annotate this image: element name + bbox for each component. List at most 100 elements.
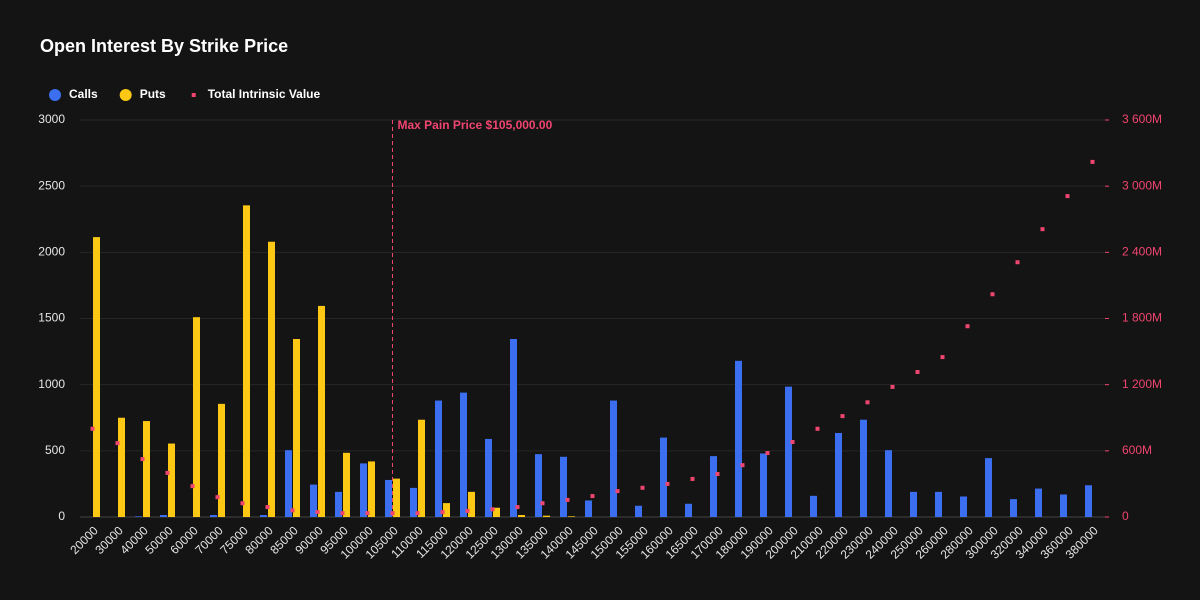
bar bbox=[1035, 488, 1042, 517]
bar bbox=[218, 403, 225, 517]
bar bbox=[735, 360, 742, 517]
chart-title: Open Interest By Strike Price bbox=[40, 36, 288, 56]
bar bbox=[135, 516, 142, 517]
bar bbox=[418, 419, 425, 517]
legend-marker bbox=[191, 93, 196, 97]
intrinsic-point bbox=[1015, 260, 1020, 265]
y2-tick-label: 2 400M bbox=[1122, 245, 1162, 259]
intrinsic-point bbox=[665, 481, 670, 486]
intrinsic-point bbox=[565, 497, 570, 502]
bar bbox=[160, 515, 167, 517]
bar bbox=[1060, 494, 1067, 517]
y2-tick-label: 1 800M bbox=[1122, 311, 1162, 325]
intrinsic-point bbox=[715, 471, 720, 476]
bar bbox=[535, 454, 542, 517]
intrinsic-point bbox=[940, 355, 945, 360]
intrinsic-point bbox=[840, 414, 845, 419]
intrinsic-point bbox=[265, 505, 270, 510]
intrinsic-point bbox=[240, 501, 245, 506]
bar bbox=[835, 432, 842, 517]
bar bbox=[118, 417, 125, 517]
bar bbox=[710, 456, 717, 517]
intrinsic-point bbox=[340, 511, 345, 516]
legend-marker bbox=[119, 89, 132, 101]
bar bbox=[560, 456, 567, 517]
y-tick-label: 2500 bbox=[38, 178, 65, 192]
bar bbox=[435, 400, 442, 517]
intrinsic-point bbox=[615, 489, 620, 494]
intrinsic-point bbox=[515, 505, 520, 510]
bar bbox=[935, 491, 942, 517]
bar bbox=[985, 458, 992, 517]
intrinsic-point bbox=[740, 463, 745, 468]
bar bbox=[385, 479, 392, 517]
bar bbox=[168, 443, 175, 517]
y-tick-label: 1000 bbox=[38, 377, 65, 391]
bar bbox=[860, 419, 867, 517]
y-tick-label: 3000 bbox=[38, 112, 65, 126]
bar bbox=[885, 450, 892, 517]
bar bbox=[335, 491, 342, 517]
legend-marker bbox=[49, 89, 61, 101]
intrinsic-point bbox=[815, 426, 820, 431]
max-pain-label: Max Pain Price $105,000.00 bbox=[398, 118, 553, 132]
bar bbox=[610, 400, 617, 517]
bar bbox=[443, 503, 450, 517]
intrinsic-point bbox=[590, 494, 595, 499]
intrinsic-point bbox=[890, 384, 895, 389]
intrinsic-point bbox=[290, 508, 295, 513]
intrinsic-point bbox=[490, 507, 495, 512]
bar bbox=[1010, 499, 1017, 517]
intrinsic-point bbox=[765, 451, 770, 456]
y-tick-label: 1500 bbox=[38, 311, 65, 325]
intrinsic-point bbox=[90, 426, 95, 431]
bar bbox=[243, 205, 250, 518]
y2-tick-label: 1 200M bbox=[1122, 377, 1162, 391]
legend-label: Calls bbox=[69, 87, 98, 101]
intrinsic-point bbox=[640, 485, 645, 490]
bar bbox=[810, 495, 817, 517]
y-tick-label: 500 bbox=[45, 443, 65, 457]
y2-tick-label: 600M bbox=[1122, 443, 1152, 457]
bar bbox=[293, 339, 300, 517]
intrinsic-point bbox=[1065, 194, 1070, 199]
bar bbox=[360, 463, 367, 517]
intrinsic-point bbox=[190, 484, 195, 489]
bar bbox=[568, 516, 575, 517]
bar bbox=[368, 461, 375, 517]
intrinsic-point bbox=[215, 495, 220, 500]
bar bbox=[635, 505, 642, 517]
intrinsic-point bbox=[415, 511, 420, 516]
y2-tick-label: 3 000M bbox=[1122, 178, 1162, 192]
bar bbox=[543, 515, 550, 517]
intrinsic-point bbox=[865, 400, 870, 405]
y2-tick-label: 0 bbox=[1122, 509, 1129, 523]
intrinsic-point bbox=[440, 510, 445, 515]
bar bbox=[260, 515, 267, 517]
intrinsic-point bbox=[1040, 227, 1045, 232]
bar bbox=[685, 503, 692, 517]
intrinsic-point bbox=[465, 508, 470, 513]
intrinsic-point bbox=[915, 369, 920, 374]
bar bbox=[1085, 485, 1092, 517]
intrinsic-point bbox=[365, 511, 370, 516]
bar bbox=[585, 500, 592, 517]
intrinsic-point bbox=[965, 324, 970, 329]
bar bbox=[510, 339, 517, 517]
bar bbox=[393, 478, 400, 517]
bar bbox=[518, 515, 525, 517]
bar bbox=[468, 491, 475, 517]
y2-tick-label: 3 600M bbox=[1122, 112, 1162, 126]
bar bbox=[660, 437, 667, 517]
legend-label: Puts bbox=[140, 87, 166, 101]
intrinsic-point bbox=[315, 510, 320, 515]
bar bbox=[285, 450, 292, 517]
bar bbox=[485, 438, 492, 517]
intrinsic-point bbox=[165, 470, 170, 475]
bar bbox=[318, 305, 325, 517]
bar bbox=[493, 507, 500, 517]
bar bbox=[193, 317, 200, 517]
bar bbox=[310, 484, 317, 517]
